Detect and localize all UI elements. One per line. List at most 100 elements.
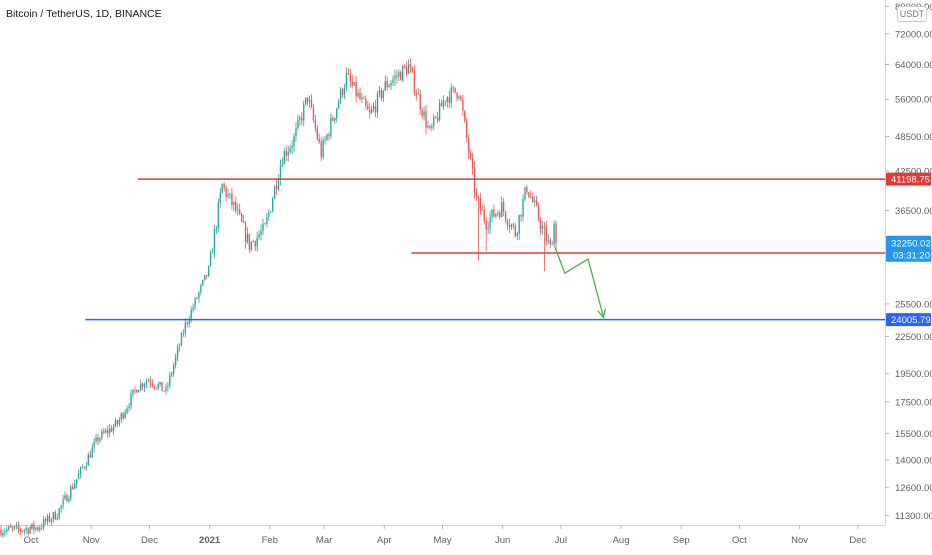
candle-body — [161, 382, 163, 391]
candle-body — [336, 108, 338, 118]
y-tick-label: 36500.00 — [895, 206, 932, 217]
candle-body — [176, 347, 179, 357]
candle-body — [506, 220, 509, 226]
candle-body — [74, 483, 76, 489]
candle-body — [231, 193, 233, 205]
x-tick-label: 2021 — [199, 535, 221, 546]
candle-body — [112, 426, 115, 432]
candle-body — [491, 209, 493, 218]
candle-body — [487, 227, 489, 230]
candle-body — [374, 106, 377, 113]
candle-body — [281, 164, 284, 166]
x-tick-label: Aug — [613, 535, 630, 546]
candle-body — [442, 100, 445, 107]
candle-body — [153, 385, 155, 388]
candle-body — [75, 479, 78, 484]
candle-body — [37, 527, 39, 530]
y-tick-label: 72000.00 — [895, 29, 932, 40]
currency-button[interactable]: USDT — [897, 6, 927, 22]
x-tick-label: Mar — [316, 535, 332, 546]
candle-body — [155, 387, 157, 389]
candle-body — [163, 390, 165, 392]
candle-body — [252, 241, 254, 242]
candle-body — [446, 96, 449, 102]
candle-body — [372, 106, 375, 110]
candle-body — [355, 81, 357, 97]
candle-body — [297, 119, 299, 129]
candle-body — [279, 165, 282, 180]
candle-body — [367, 105, 369, 110]
candle-body — [396, 75, 398, 77]
y-tick-label: 11300.00 — [895, 511, 932, 522]
y-tick-label: 14000.00 — [895, 455, 932, 466]
candle-body — [219, 193, 221, 203]
candle-body — [184, 322, 187, 334]
candle-body — [91, 447, 93, 458]
candle-body — [157, 384, 159, 389]
candle-body — [204, 274, 206, 281]
x-tick-label: Sep — [673, 535, 690, 546]
candle-body — [60, 505, 62, 509]
candle-body — [475, 192, 478, 197]
candle-body — [390, 83, 392, 86]
candle-body — [551, 244, 553, 246]
candle-body — [31, 523, 33, 529]
candle-body — [388, 85, 390, 88]
candle-body — [213, 228, 216, 253]
last-price-label: 32250.02 — [891, 238, 931, 249]
candle-body — [419, 93, 421, 110]
candle-body — [512, 224, 515, 226]
y-tick-label: 15500.00 — [895, 429, 932, 440]
candle-body — [46, 515, 49, 522]
candle-body — [415, 92, 417, 95]
candle-body — [85, 465, 88, 468]
candle-body — [545, 227, 548, 242]
candle-body — [411, 67, 414, 72]
candle-body — [254, 241, 256, 247]
candle-body — [268, 212, 270, 218]
candle-body — [62, 498, 64, 506]
candle-body — [332, 117, 334, 121]
projection-arrow[interactable] — [554, 247, 605, 318]
candle-body — [435, 116, 437, 118]
candle-body — [481, 209, 483, 211]
candle-body — [258, 234, 260, 238]
candle-body — [48, 515, 51, 522]
candle-body — [520, 214, 522, 217]
candle-body — [56, 517, 58, 520]
candle-body — [114, 420, 117, 427]
candle-body — [339, 89, 342, 103]
candle-body — [427, 125, 429, 128]
candle-body — [9, 526, 12, 528]
candle-body — [289, 147, 291, 152]
candle-body — [469, 152, 472, 158]
x-tick-label: Jul — [555, 535, 567, 546]
y-tick-label: 12600.00 — [895, 483, 932, 494]
candle-body — [382, 90, 384, 99]
candle-body — [77, 473, 80, 480]
candle-body — [363, 97, 365, 99]
candle-body — [394, 75, 396, 80]
candle-body — [81, 467, 84, 469]
x-tick-label: Oct — [24, 535, 39, 546]
candle-body — [303, 103, 305, 121]
candle-body — [221, 183, 223, 194]
candle-body — [93, 441, 95, 448]
candle-body — [6, 529, 8, 532]
last-price-tag — [886, 235, 931, 262]
candle-body — [13, 526, 16, 528]
candle-body — [169, 375, 171, 386]
candle-body — [316, 128, 318, 140]
y-tick-label: 42500.00 — [895, 166, 932, 177]
candle-body — [301, 117, 303, 121]
candle-body — [522, 199, 524, 217]
level-price-tag — [886, 172, 931, 186]
candle-body — [21, 530, 23, 532]
candle-body — [242, 221, 245, 223]
candle-body — [380, 89, 383, 99]
candle-body — [314, 120, 317, 129]
candle-body — [223, 183, 225, 188]
candle-body — [72, 486, 74, 489]
